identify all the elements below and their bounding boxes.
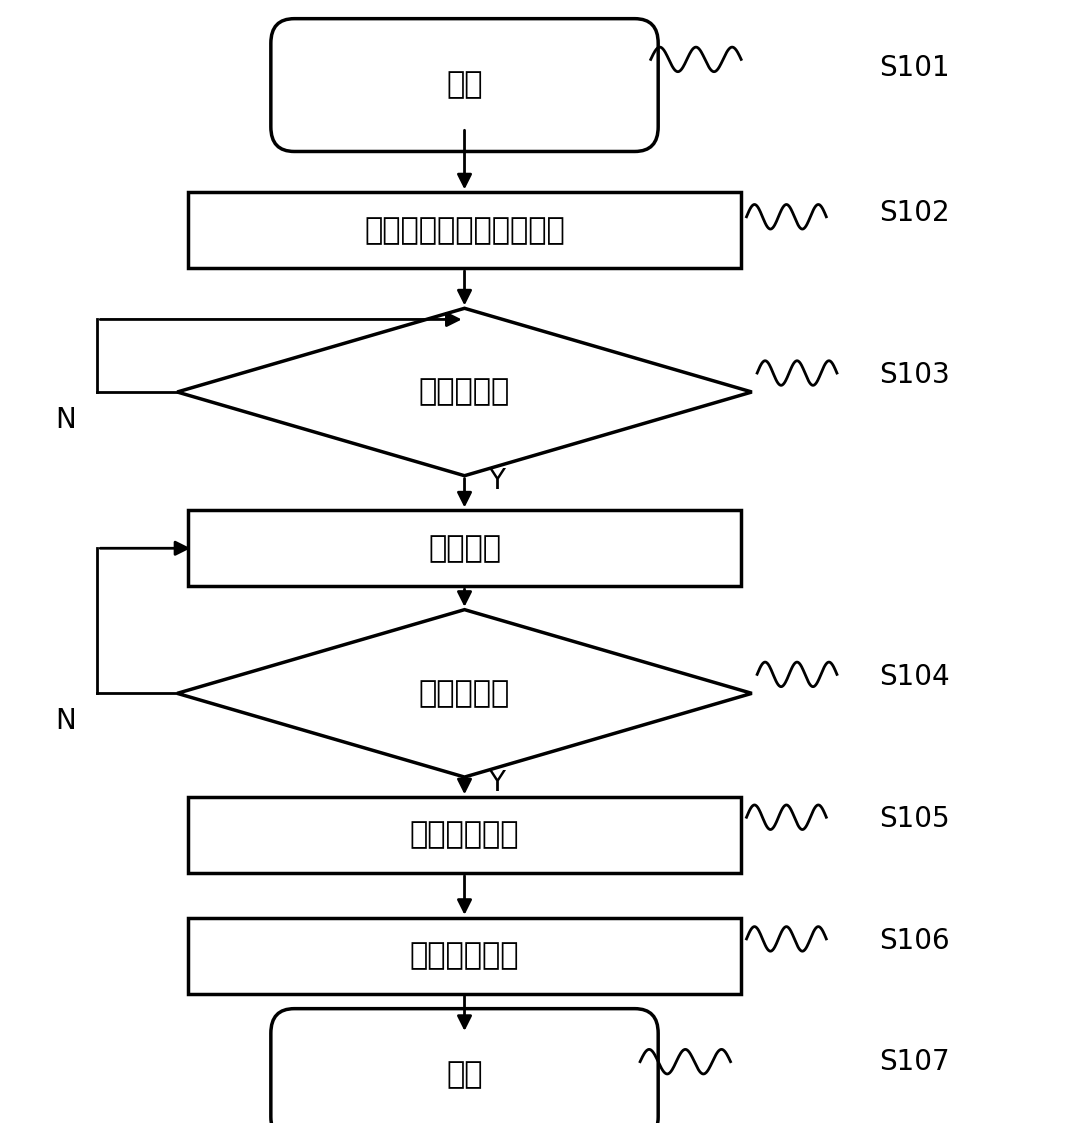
Text: 开始: 开始 (446, 70, 483, 99)
Text: Y: Y (488, 768, 505, 797)
Text: 测试实体注册和时钟同步: 测试实体注册和时钟同步 (364, 216, 565, 245)
Text: S107: S107 (880, 1048, 950, 1076)
FancyBboxPatch shape (271, 1009, 659, 1130)
Polygon shape (177, 308, 751, 476)
Bar (188, 192, 742, 268)
Text: S101: S101 (880, 54, 950, 82)
Text: N: N (55, 406, 75, 434)
Text: 本地测量: 本地测量 (428, 533, 501, 563)
Text: 分析聚合日志: 分析聚合日志 (410, 941, 520, 971)
Text: 终止测量？: 终止测量？ (419, 679, 510, 707)
Text: S102: S102 (880, 199, 950, 227)
Text: 结束: 结束 (446, 1061, 483, 1089)
Text: S104: S104 (880, 662, 950, 690)
FancyBboxPatch shape (271, 19, 659, 151)
Bar (188, 918, 742, 993)
Text: S105: S105 (880, 806, 950, 834)
Text: N: N (55, 707, 75, 736)
Text: 启动测量？: 启动测量？ (419, 377, 510, 407)
Bar (188, 797, 742, 873)
Bar (188, 511, 742, 586)
Text: 聚合本地日志: 聚合本地日志 (410, 820, 520, 850)
Text: S103: S103 (880, 362, 951, 389)
Polygon shape (177, 610, 751, 777)
Text: S106: S106 (880, 927, 950, 955)
Text: Y: Y (488, 468, 505, 495)
